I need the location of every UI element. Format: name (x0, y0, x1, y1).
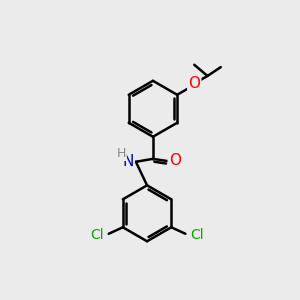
Text: N: N (122, 154, 134, 169)
Text: Cl: Cl (190, 228, 203, 242)
Text: H: H (116, 147, 126, 160)
Text: Cl: Cl (91, 228, 104, 242)
Text: O: O (188, 76, 200, 91)
Text: O: O (169, 153, 181, 168)
